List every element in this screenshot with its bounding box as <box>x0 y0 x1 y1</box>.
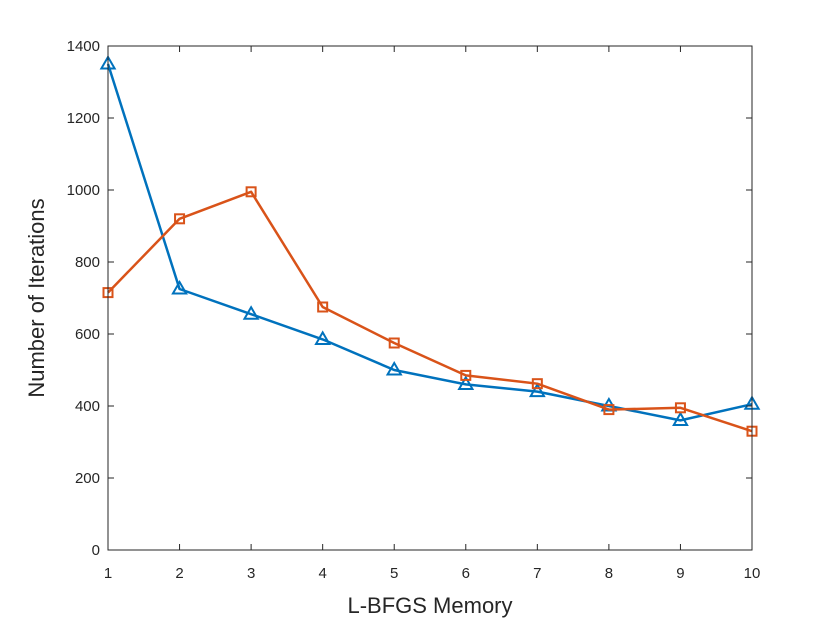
x-tick-label: 1 <box>104 565 112 582</box>
y-tick-label: 1200 <box>67 110 100 127</box>
series-2 <box>102 186 758 437</box>
plot-area <box>108 46 752 550</box>
triangle-marker <box>672 411 689 426</box>
triangle-marker <box>457 375 475 390</box>
x-tick-label: 7 <box>533 565 541 582</box>
y-tick-label: 1000 <box>67 182 100 199</box>
triangle-marker <box>242 305 260 320</box>
series-1-line <box>106 63 753 422</box>
y-tick-label: 800 <box>75 254 100 271</box>
axes-box <box>107 45 753 551</box>
y-axis-title: Number of Iterations <box>24 198 49 397</box>
square-marker <box>388 337 400 349</box>
triangle-marker <box>171 279 188 295</box>
x-tick-label: 8 <box>605 565 613 582</box>
x-tick-label: 2 <box>175 565 183 582</box>
square-marker <box>174 213 186 225</box>
x-tick-label: 10 <box>744 565 761 582</box>
x-axis-title: L-BFGS Memory <box>347 593 512 618</box>
y-tick-label: 200 <box>75 470 100 487</box>
y-tick-label: 1400 <box>67 38 100 55</box>
x-tick-label: 9 <box>676 565 684 582</box>
x-tick-label: 3 <box>247 565 255 582</box>
triangle-marker <box>528 382 546 398</box>
square-marker <box>674 402 686 414</box>
square-marker <box>603 404 615 416</box>
series-2-line <box>107 190 753 433</box>
triangle-marker <box>314 330 332 345</box>
square-marker <box>460 369 472 381</box>
ticks-layer: 1 2 3 4 5 6 7 8 9 10 0 200 400 600 800 1000 1200 1400 <box>67 38 761 582</box>
x-tick-label: 5 <box>390 565 398 582</box>
square-marker <box>245 186 257 198</box>
y-tick-label: 600 <box>75 326 100 343</box>
x-tick-label: 4 <box>318 565 326 582</box>
triangle-marker <box>385 360 403 376</box>
x-tick-label: 6 <box>462 565 470 582</box>
series-layer <box>99 54 761 437</box>
square-marker <box>531 378 543 390</box>
square-marker <box>317 301 329 313</box>
y-tick-label: 400 <box>75 398 100 415</box>
y-tick-label: 0 <box>92 542 100 559</box>
